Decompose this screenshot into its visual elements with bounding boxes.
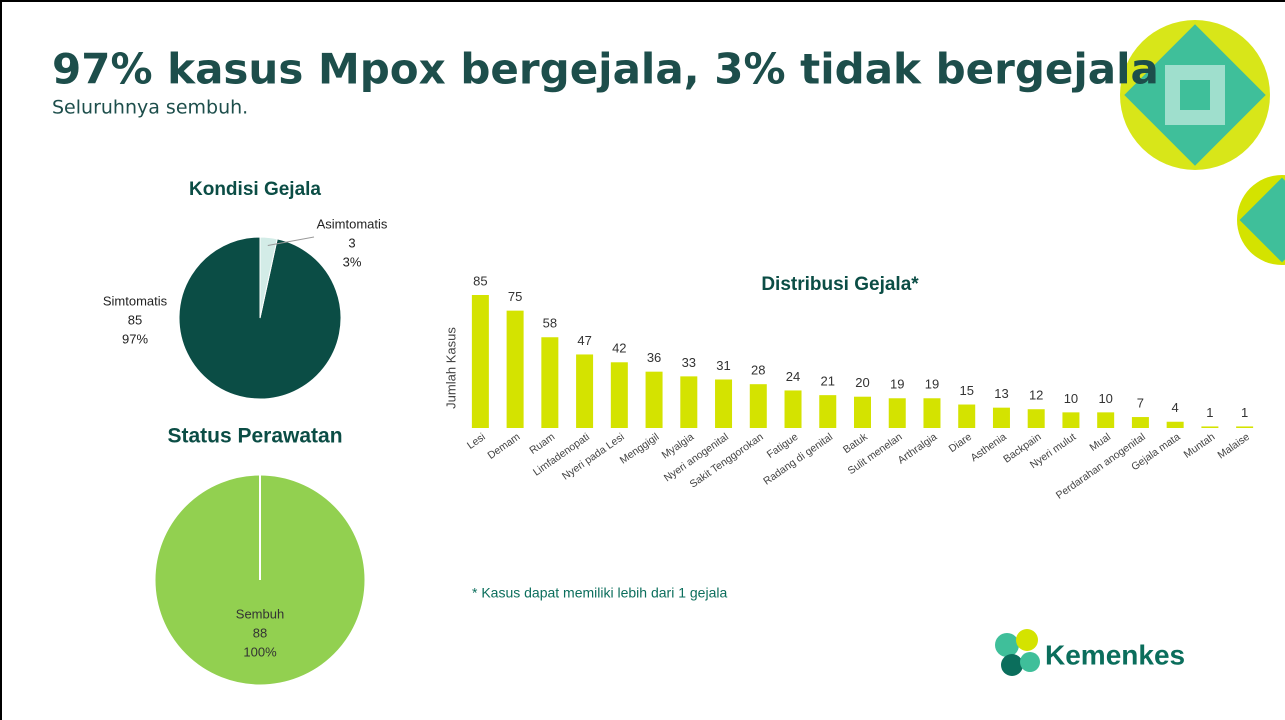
bar (576, 354, 594, 428)
bar (645, 371, 663, 428)
bar-value-label: 12 (1029, 388, 1043, 403)
bar-value-label: 36 (647, 350, 661, 365)
pie-title: Status Perawatan (167, 425, 342, 448)
bar (610, 362, 628, 428)
bar (958, 404, 976, 428)
pie-title: Kondisi Gejala (189, 179, 321, 200)
pie-label-name: Simtomatis (103, 293, 168, 308)
bar (819, 395, 837, 428)
pie-label-name: Sembuh (236, 606, 284, 621)
bar (923, 398, 941, 428)
pie-label-name: Asimtomatis (317, 216, 388, 231)
bar-value-label: 1 (1241, 405, 1248, 420)
bar-value-label: 4 (1172, 400, 1179, 415)
bar (1062, 412, 1080, 428)
bar-value-label: 58 (543, 316, 557, 331)
pie-label-value: 88 (253, 625, 267, 640)
pie-label-percent: 3% (343, 254, 362, 269)
bar-title: Distribusi Gejala* (761, 274, 919, 295)
bar (471, 295, 489, 428)
pie-label-value: 3 (348, 235, 355, 250)
bar-value-label: 13 (994, 386, 1008, 401)
bar-value-label: 19 (890, 377, 904, 392)
bar (541, 337, 559, 428)
bar-value-label: 21 (821, 374, 835, 389)
slide-subtitle: Seluruhnya sembuh. (52, 97, 248, 119)
bar-value-label: 10 (1098, 391, 1112, 406)
bar (749, 384, 767, 428)
bar (888, 398, 906, 428)
bar-value-label: 47 (577, 333, 591, 348)
bar (1097, 412, 1115, 428)
slide-title: 97% kasus Mpox bergejala, 3% tidak berge… (52, 45, 1159, 94)
logo-text: Kemenkes (1045, 639, 1185, 670)
bar (506, 310, 524, 428)
bar (1236, 426, 1254, 428)
bar-value-label: 85 (473, 273, 487, 288)
bar-value-label: 7 (1137, 395, 1144, 410)
bar (715, 379, 733, 428)
bar (680, 376, 698, 428)
bar-value-label: 19 (925, 377, 939, 392)
bar (992, 407, 1010, 428)
leader-line (267, 236, 315, 247)
pie-label-percent: 97% (122, 331, 148, 346)
bar-value-label: 20 (855, 375, 869, 390)
bar (854, 396, 871, 428)
footnote: * Kasus dapat memiliki lebih dari 1 geja… (472, 585, 727, 601)
bar (1201, 426, 1219, 428)
bar-value-label: 24 (786, 369, 800, 384)
bar-value-label: 1 (1206, 405, 1213, 420)
bar-value-label: 10 (1064, 391, 1078, 406)
bar (784, 390, 802, 428)
bar-value-label: 31 (716, 358, 730, 373)
bar-value-label: 15 (959, 383, 973, 398)
bar-value-label: 33 (682, 355, 696, 370)
bar-value-label: 42 (612, 341, 626, 356)
bar (1131, 417, 1149, 428)
pie-label-percent: 100% (243, 644, 277, 659)
bar-value-label: 28 (751, 363, 765, 378)
y-axis-label: Jumlah Kasus (443, 327, 458, 409)
logo-icon (995, 629, 1040, 676)
decoration (1120, 20, 1285, 265)
pie-label-value: 85 (128, 312, 142, 327)
bar (1027, 409, 1045, 428)
bar (1166, 421, 1184, 428)
pie-slice (259, 236, 278, 319)
bar-value-label: 75 (508, 289, 522, 304)
